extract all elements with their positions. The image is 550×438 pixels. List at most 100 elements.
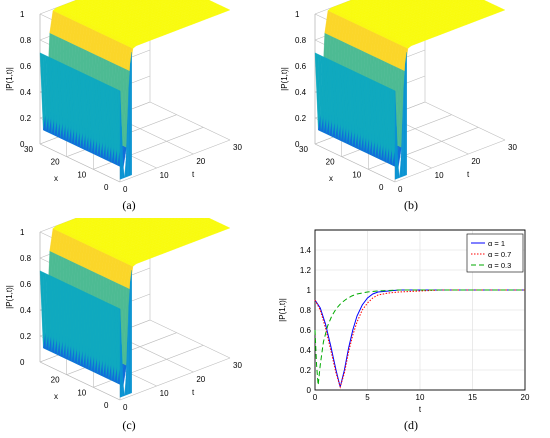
z-tick-label: 0.4 [20,306,32,315]
surface-curtain [397,162,400,179]
y-axis-label: |P(1,t)| [278,298,287,322]
z-tick-label: 0 [20,140,25,149]
z-axis-label: |P(1,t)| [5,285,14,309]
surface-curtain [124,161,127,178]
surface-curtain [124,379,127,396]
x-tick-label: 5 [365,393,370,402]
z-tick-label: 0.6 [20,280,32,289]
z-tick-label: 0.4 [20,88,32,97]
x-tick-label: 0 [379,183,384,192]
surface-patch [223,226,231,230]
series-line-2 [314,289,525,386]
grid-floor-x [119,357,231,401]
y-tick-label: 0.6 [300,326,312,335]
x-axis-label: x [329,174,333,183]
x-tick-label: 20 [51,376,60,385]
surface-curtain [405,52,407,176]
grid-floor-t [149,319,231,359]
t-tick-label: 0 [398,185,403,194]
y-tick-label: 1.2 [300,266,312,275]
x-tick-label: 20 [51,158,60,167]
surface-panel-b: 0 10 20 30 30 20 10 0 0 0.2 0.4 0.6 0.8 1 t x |P(1,t)| [275,0,550,205]
grid-floor-t [39,361,121,401]
x-axis-label: x [54,174,58,183]
t-axis-label: t [192,388,195,397]
y-tick-label: 0.4 [300,346,312,355]
x-tick-label: 20 [326,158,335,167]
line-panel-d: 0 5 10 15 20 0 0.2 0.4 0.6 0.8 1 1.2 1.4 t |P(1,t)| α =… [275,218,550,419]
caption-b: (b) [404,198,418,212]
surface-panel-c: 0 10 20 30 20 10 0 0 0.2 0.4 0.6 0.8 1 t x |P(1,t)| [0,189,275,419]
surface-panel-a: 0 10 20 30 30 20 10 0 0 0.2 0.4 0.6 0.8 1 t x |P(1,t)| [0,0,275,205]
surface-curtain [122,380,125,397]
surface-b [314,0,506,180]
t-tick-label: 30 [233,143,242,152]
x-tick-label: 10 [352,170,361,179]
grid-floor-t [424,101,506,141]
x-axis-label: x [54,392,58,401]
z-tick-label: 0 [295,140,300,149]
surface-plot-c: 0 10 20 30 20 10 0 0 0.2 0.4 0.6 0.8 1 t x |P(1,t)| [5,189,242,412]
legend-label: α = 0.7 [488,250,511,259]
z-tick-label: 0.2 [20,114,32,123]
z-tick-label: 1 [20,10,25,19]
grid-floor-t [39,143,121,183]
grid-floor-x [394,139,506,183]
surface-curtain [399,161,402,178]
y-tick-label: 1 [307,286,312,295]
plot-frame [314,229,526,391]
z-axis-label: |P(1,t)| [280,67,289,91]
z-tick-label: 0.6 [295,62,307,71]
x-tick-label: 0 [313,393,318,402]
y-tick-label: 0.2 [300,366,312,375]
surface-patch [223,8,231,12]
y-tick-label: 0.8 [300,306,312,315]
grid-floor-t [314,143,396,183]
t-tick-label: 30 [508,143,517,152]
legend-label: α = 0.3 [488,261,511,270]
line-plot-d: 0 5 10 15 20 0 0.2 0.4 0.6 0.8 1 1.2 1.4 t |P(1,t)| α =… [278,229,530,414]
surface-plot-b: 0 10 20 30 30 20 10 0 0 0.2 0.4 0.6 0.8 1 t x |P(1,t)| [280,0,517,194]
x-tick-label: 30 [24,145,33,154]
caption-c: (c) [122,418,136,432]
surface-a [39,0,231,180]
surface-curtain [130,52,132,176]
caption-d: (d) [404,418,418,432]
t-tick-label: 20 [471,157,480,166]
z-tick-label: 1 [295,10,300,19]
z-tick-label: 1 [20,228,25,237]
grid-floor-x [119,139,231,183]
x-tick-label: 30 [299,145,308,154]
surface-curtain [130,270,132,394]
x-tick-label: 0 [104,183,109,192]
legend-label: α = 1 [488,239,505,248]
z-tick-label: 0.4 [295,88,307,97]
z-tick-label: 0.8 [20,36,32,45]
x-tick-label: 15 [468,393,477,402]
t-tick-label: 30 [233,361,242,370]
z-tick-label: 0 [20,358,25,367]
z-tick-label: 0.2 [20,332,32,341]
z-tick-label: 0.8 [20,254,32,263]
z-tick-label: 0.6 [20,62,32,71]
t-axis-label: t [192,170,195,179]
t-tick-label: 20 [196,157,205,166]
t-tick-label: 10 [160,389,169,398]
z-tick-label: 0.2 [295,114,307,123]
t-tick-label: 20 [196,375,205,384]
y-tick-label: 1.4 [300,246,312,255]
x-tick-label: 10 [77,170,86,179]
y-tick-label: 0 [307,386,312,395]
x-axis-label: t [419,405,422,414]
x-tick-label: 0 [104,401,109,410]
series-line-1 [314,289,525,389]
t-tick-label: 10 [435,171,444,180]
t-tick-label: 0 [123,403,128,412]
surface-c [39,189,231,398]
caption-a: (a) [122,198,136,212]
x-tick-label: 10 [77,388,86,397]
z-axis-label: |P(1,t)| [5,67,14,91]
x-tick-label: 10 [416,393,425,402]
t-tick-label: 10 [160,171,169,180]
surface-plot-a: 0 10 20 30 30 20 10 0 0 0.2 0.4 0.6 0.8 1 t x |P(1,t)| [5,0,242,194]
